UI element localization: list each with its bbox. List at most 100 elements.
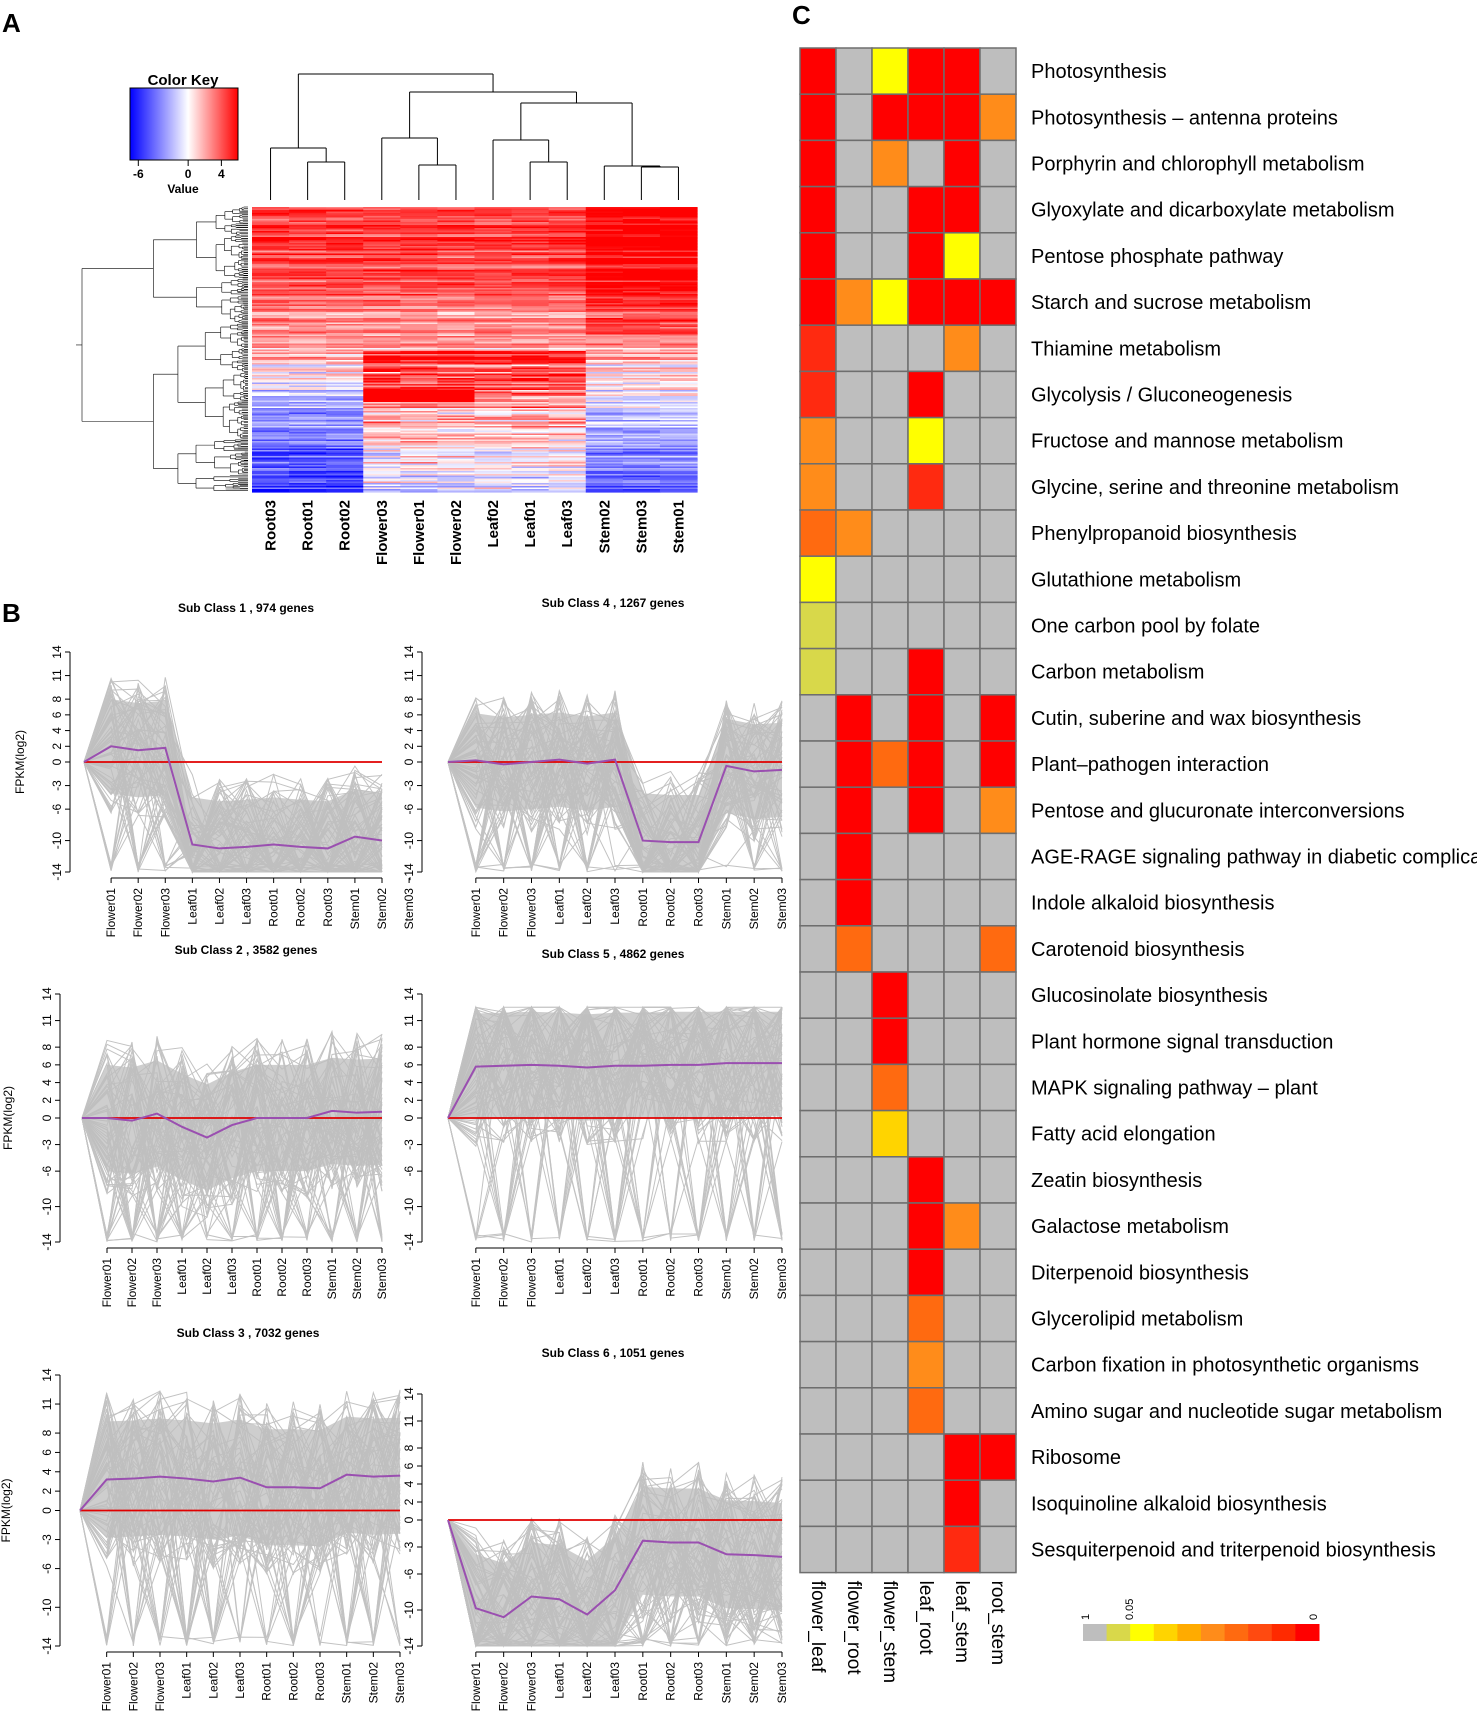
- heatmap-cell: [400, 226, 439, 229]
- heatmap-cell: [289, 234, 327, 237]
- heatmap-cell: [585, 240, 624, 243]
- heatmap-cell: [363, 253, 401, 256]
- heatmap-cell: [511, 262, 550, 265]
- gene-heatmap-row: [252, 268, 698, 271]
- enrichment-cell: [835, 925, 873, 973]
- enrichment-cell: [871, 1525, 909, 1574]
- heatmap-cell: [400, 339, 439, 342]
- heatmap-cell: [400, 478, 439, 481]
- enrichment-cell: [871, 601, 909, 650]
- enrichment-cell: [871, 1294, 909, 1343]
- heatmap-cell: [474, 360, 513, 363]
- heatmap-cell: [511, 267, 550, 270]
- heatmap-cell: [474, 402, 513, 405]
- heatmap-cell: [659, 258, 698, 261]
- enrichment-cell: [943, 139, 981, 188]
- y-tick-label: 11: [402, 1014, 416, 1027]
- heatmap-cell: [437, 252, 476, 255]
- heatmap-cell: [363, 279, 401, 282]
- heatmap-cell: [622, 468, 661, 471]
- y-tick-label: 14: [50, 645, 64, 659]
- enrichment-cell: [979, 647, 1017, 696]
- heatmap-cell: [585, 468, 624, 471]
- heatmap-cell: [548, 433, 587, 436]
- subclass-title: Sub Class 5 , 4862 genes: [542, 947, 685, 961]
- heatmap-cell: [585, 444, 624, 447]
- enrichment-cell: [871, 694, 909, 742]
- heatmap-cell: [252, 349, 290, 352]
- heatmap-cell: [252, 391, 290, 394]
- heatmap-cell: [511, 261, 550, 264]
- y-tick-label: 14: [402, 987, 416, 1001]
- gene-heatmap-row: [252, 432, 698, 435]
- heatmap-cell: [622, 352, 661, 355]
- heatmap-cell: [400, 387, 439, 390]
- heatmap-cell: [622, 340, 661, 343]
- heatmap-cell: [289, 295, 327, 298]
- heatmap-cell: [400, 231, 439, 234]
- heatmap-cell: [511, 330, 550, 333]
- heatmap-cell: [326, 306, 364, 309]
- heatmap-cell: [437, 295, 476, 298]
- heatmap-cell: [289, 349, 327, 352]
- heatmap-cell: [363, 232, 401, 235]
- heatmap-cell: [474, 333, 513, 336]
- heatmap-cell: [659, 352, 698, 355]
- heatmap-cell: [437, 313, 476, 316]
- heatmap-cell: [437, 442, 476, 445]
- heatmap-cell: [511, 405, 550, 408]
- heatmap-cell: [437, 391, 476, 394]
- heatmap-cell: [252, 474, 290, 477]
- heatmap-cell: [437, 348, 476, 351]
- heatmap-cell: [363, 445, 401, 448]
- heatmap-cell: [659, 207, 698, 210]
- heatmap-cell: [548, 480, 587, 483]
- gene-heatmap-row: [252, 253, 698, 256]
- pathway-row: Carbon fixation in photosynthetic organi…: [799, 1340, 1419, 1389]
- enrichment-cell: [979, 1294, 1017, 1343]
- heatmap-cell: [326, 270, 364, 273]
- gene-heatmap-row: [252, 451, 698, 454]
- enrichment-cell: [799, 1525, 837, 1574]
- heatmap-cell: [363, 324, 401, 327]
- heatmap-cell: [548, 394, 587, 397]
- heatmap-cell: [326, 246, 364, 249]
- enrichment-cell: [907, 278, 945, 326]
- heatmap-cell: [548, 279, 587, 282]
- heatmap-cell: [474, 423, 513, 426]
- heatmap-cell: [363, 394, 401, 397]
- heatmap-cell: [474, 327, 513, 330]
- gene-heatmap-row: [252, 252, 698, 255]
- heatmap-cell: [437, 225, 476, 228]
- heatmap-cell: [585, 357, 624, 360]
- heatmap-cell: [622, 349, 661, 352]
- heatmap-cell: [548, 459, 587, 462]
- heatmap-cell: [622, 244, 661, 247]
- heatmap-cell: [548, 282, 587, 285]
- heatmap-cell: [659, 349, 698, 352]
- heatmap-cell: [474, 313, 513, 316]
- gene-heatmap-row: [252, 399, 698, 402]
- heatmap-cell: [659, 481, 698, 484]
- legend-swatch: [1201, 1624, 1226, 1641]
- heatmap-cell: [659, 411, 698, 414]
- heatmap-cell: [659, 288, 698, 291]
- heatmap-cell: [548, 393, 587, 396]
- heatmap-cell: [363, 291, 401, 294]
- heatmap-cell: [289, 429, 327, 432]
- heatmap-cell: [252, 208, 290, 211]
- heatmap-cell: [622, 363, 661, 366]
- heatmap-cell: [474, 442, 513, 445]
- gene-heatmap-row: [252, 403, 698, 406]
- heatmap-cell: [474, 318, 513, 321]
- heatmap-cell: [474, 430, 513, 433]
- y-axis-label: FPKM(log2): [0, 1478, 13, 1542]
- heatmap-cell: [511, 250, 550, 253]
- profile-density-band: [80, 1416, 400, 1547]
- y-tick-label: -3: [50, 780, 64, 791]
- y-tick-label: -6: [402, 1165, 416, 1176]
- gene-heatmap-row: [252, 397, 698, 400]
- heatmap-cell: [252, 438, 290, 441]
- heatmap-cell: [474, 349, 513, 352]
- heatmap-cell: [400, 423, 439, 426]
